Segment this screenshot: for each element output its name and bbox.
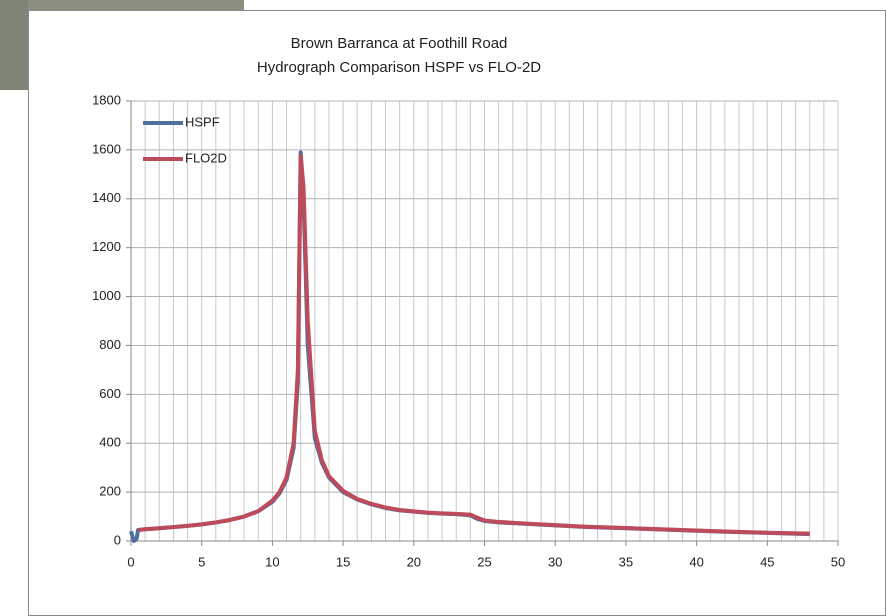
map-fragment: [0, 0, 28, 90]
x-tick-label: 20: [407, 554, 421, 569]
legend-label: HSPF: [185, 114, 220, 129]
y-tick-label: 400: [99, 435, 121, 450]
y-tick-label: 800: [99, 337, 121, 352]
data-line: [137, 154, 810, 536]
x-tick-label: 45: [760, 554, 774, 569]
y-tick-label: 600: [99, 386, 121, 401]
y-tick-label: 1200: [92, 239, 121, 254]
y-tick-label: 0: [114, 532, 121, 547]
x-tick-label: 40: [689, 554, 703, 569]
x-tick-label: 0: [127, 554, 134, 569]
legend-label: FLO2D: [185, 150, 227, 165]
y-tick-label: 1600: [92, 141, 121, 156]
x-tick-label: 25: [477, 554, 491, 569]
y-tick-label: 1400: [92, 190, 121, 205]
chart-subtitle: Hydrograph Comparison HSPF vs FLO-2D: [257, 59, 541, 76]
y-tick-label: 1000: [92, 288, 121, 303]
map-fragment: [0, 0, 244, 10]
y-tick-label: 1800: [92, 92, 121, 107]
x-tick-label: 30: [548, 554, 562, 569]
x-tick-label: 10: [265, 554, 279, 569]
x-tick-label: 35: [619, 554, 633, 569]
x-tick-label: 5: [198, 554, 205, 569]
y-tick-label: 200: [99, 484, 121, 499]
x-tick-label: 50: [831, 554, 845, 569]
x-tick-label: 15: [336, 554, 350, 569]
chart-title: Brown Barranca at Foothill Road: [291, 35, 508, 52]
